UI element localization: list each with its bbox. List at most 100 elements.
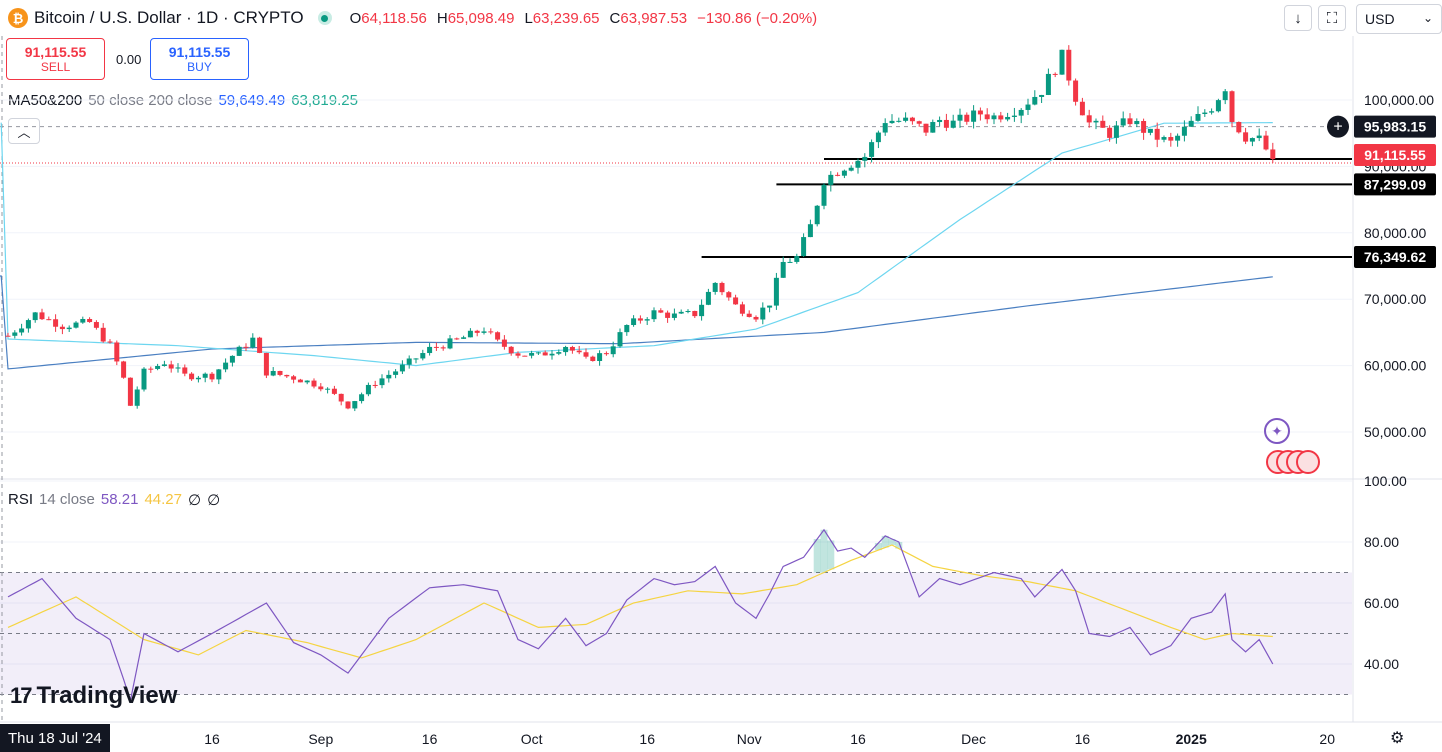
candle-body [1032,96,1038,105]
candle-body [617,332,623,347]
time-axis-label: 20 [1319,731,1335,747]
candle-body [270,370,276,376]
candle-body [1086,115,1092,123]
candle-body [1154,128,1160,140]
candle-body [304,380,310,383]
candle-body [331,388,337,394]
time-axis-label: 16 [204,731,220,747]
candle-body [39,312,45,320]
rsi-axis-label: 80.00 [1364,534,1399,550]
candle-body [1066,49,1072,81]
candle-body [590,356,596,361]
candle-body [291,376,297,380]
ma-legend[interactable]: MA50&200 50 close 200 close 59,649.49 63… [8,92,358,109]
candle-body [1005,116,1011,120]
currency-select[interactable]: USD ⌄ [1356,4,1442,34]
price-axis-label: 70,000.00 [1364,291,1426,307]
time-axis-label: 16 [639,731,655,747]
price-axis-label: 50,000.00 [1364,424,1426,440]
candle-body [209,373,215,380]
rsi-line [7,528,1274,703]
add-alert-icon [1327,115,1349,138]
candle-body [216,369,222,380]
low-label: L [524,9,533,27]
plus-icon: + [1333,119,1342,136]
candle-body [549,353,555,356]
candle-body [195,377,201,380]
ma200-line [0,275,1273,370]
candle-body [671,313,677,318]
candle-body [161,364,167,366]
candle-body [1161,137,1167,140]
candle-body [427,346,433,354]
buy-button[interactable]: 91,115.55 BUY [150,38,249,80]
tradingview-wordmark: TradingView [36,682,178,709]
price-axis-label: 60,000.00 [1364,358,1426,374]
current-price-tag: 91,115.55 [1364,147,1426,163]
ai-sparkle-icon[interactable]: ✦ [1264,418,1290,444]
candle-body [121,361,127,378]
candle-body [583,352,589,357]
candle-body [964,114,970,122]
candle-body [1107,127,1113,138]
market-status-icon[interactable] [317,11,332,25]
currency-value: USD [1365,11,1395,27]
candle-body [168,364,174,369]
candle-body [263,352,269,376]
candle-body [1073,80,1079,102]
candle-body [1188,120,1194,127]
candle-body [658,310,664,313]
candle-body [127,377,133,406]
candle-body [678,311,684,314]
settings-gear-icon[interactable]: ⚙ [1390,730,1405,747]
candle-body [991,115,997,120]
candle-body [610,346,616,355]
candle-body [379,378,385,386]
sell-label: SELL [40,60,71,74]
candle-body [141,368,147,390]
rsi-axis-label: 60.00 [1364,595,1399,611]
rsi-band [0,572,1352,695]
candle-body [134,389,140,406]
time-axis-label: 16 [422,731,438,747]
candle-body [25,320,31,329]
open-label: O [349,9,362,27]
candle-body [1120,118,1126,126]
candle-body [325,388,331,390]
candle-body [406,358,412,365]
candle-body [345,401,351,409]
collapse-legend-button[interactable]: ︿ [8,118,40,144]
candle-body [719,282,725,293]
candle-body [780,261,786,278]
candle-body [753,316,759,320]
sell-button[interactable]: 91,115.55 SELL [6,38,105,80]
economic-events-icon[interactable] [1266,450,1320,474]
candle-body [950,120,956,128]
ma200-value: 63,819.25 [291,92,358,109]
candle-body [59,326,65,330]
candle-body [563,346,569,353]
candle-body [359,394,365,402]
rsi-legend[interactable]: RSI 14 close 58.21 44.27 ∅ ∅ [8,491,220,509]
symbol-title[interactable]: Bitcoin / U.S. Dollar · 1D · CRYPTO [34,8,304,27]
current-price-tag-bg [1354,144,1436,167]
candle-body [73,322,79,328]
time-axis-label: Sep [308,731,333,747]
download-button[interactable]: ↓ [1284,5,1312,31]
candle-body [1141,120,1147,133]
buy-label: BUY [187,60,212,74]
candle-body [542,352,548,356]
candle-body [467,330,473,338]
tradingview-logo[interactable]: 17 TradingView [10,682,177,710]
candle-body [189,373,195,380]
candle-body [794,256,800,262]
sell-price: 91,115.55 [24,44,87,60]
candle-body [977,110,983,115]
candle-body [692,310,698,317]
fullscreen-button[interactable]: ⛶ [1318,5,1346,31]
candle-body [1263,135,1269,150]
rsi-ma-line [7,544,1273,659]
candle-body [576,350,582,353]
candle-body [148,368,154,370]
